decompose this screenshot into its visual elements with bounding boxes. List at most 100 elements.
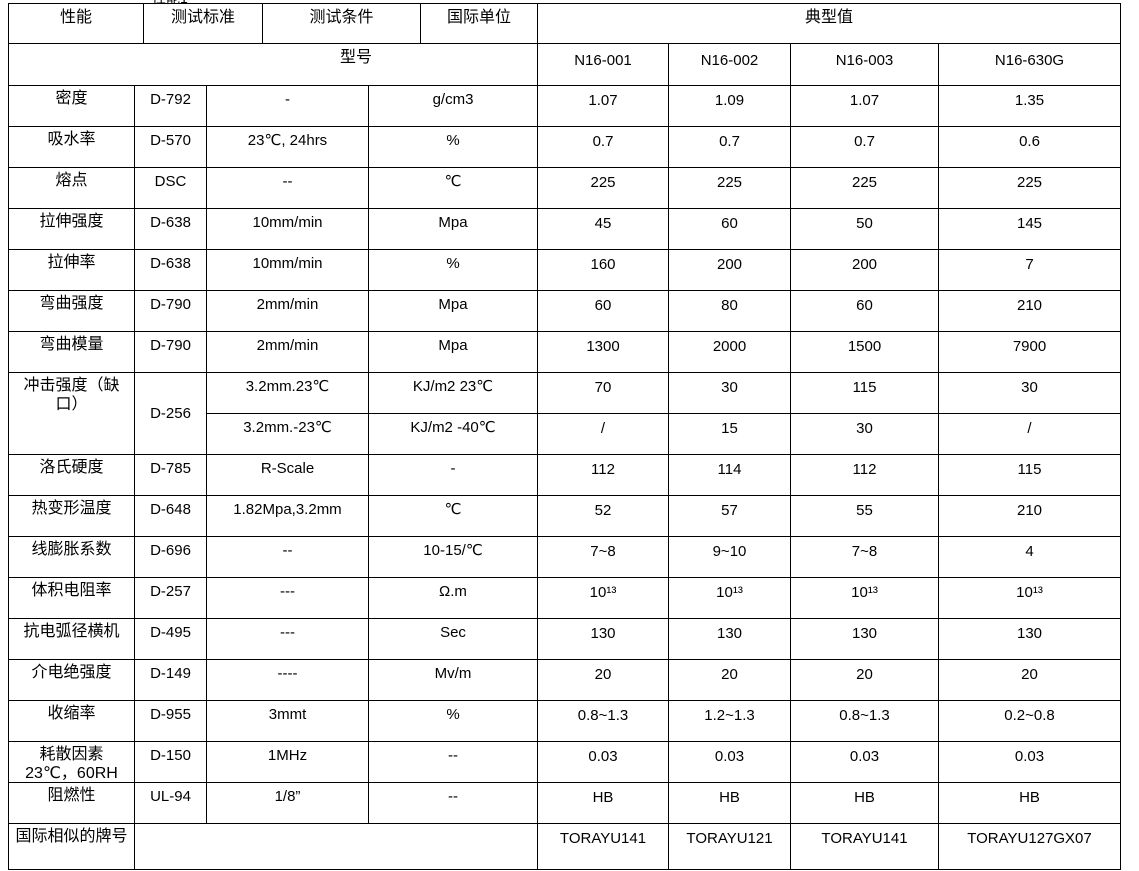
value-cell: 1.07 — [538, 86, 669, 127]
value-cell: 0.7 — [538, 127, 669, 168]
test-standard-cell: D-570 — [135, 127, 207, 168]
value-cell: 10¹³ — [939, 578, 1121, 619]
value-cell: TORAYU127GX07 — [939, 824, 1121, 870]
value-cell: 112 — [538, 455, 669, 496]
value-cell: 0.7 — [669, 127, 791, 168]
test-standard-cell: D-792 — [135, 86, 207, 127]
unit-cell: % — [369, 701, 538, 742]
value-cell: 0.03 — [939, 742, 1121, 783]
unit-cell: -- — [369, 783, 538, 824]
test-standard-cell: D-785 — [135, 455, 207, 496]
test-condition-cell: 3mmt — [207, 701, 369, 742]
value-cell: 10¹³ — [538, 578, 669, 619]
row-label-cell: 弯曲强度 — [9, 291, 135, 332]
test-condition-cell: 3.2mm.-23℃ — [207, 414, 369, 455]
unit-cell: % — [369, 127, 538, 168]
value-cell: 57 — [669, 496, 791, 537]
value-cell: 2000 — [669, 332, 791, 373]
test-condition-cell: - — [207, 86, 369, 127]
unit-cell: ℃ — [369, 168, 538, 209]
value-cell: 9~10 — [669, 537, 791, 578]
test-standard-cell: D-150 — [135, 742, 207, 783]
value-cell: / — [538, 414, 669, 455]
unit-cell: -- — [369, 742, 538, 783]
value-cell: 30 — [791, 414, 939, 455]
row-label-cell: 国际相似的牌号 — [9, 824, 135, 870]
value-cell: 1.09 — [669, 86, 791, 127]
test-condition-cell: -- — [207, 537, 369, 578]
unit-cell: g/cm3 — [369, 86, 538, 127]
unit-cell: Ω.m — [369, 578, 538, 619]
test-standard-cell: D-638 — [135, 209, 207, 250]
value-cell: 145 — [939, 209, 1121, 250]
value-cell: 70 — [538, 373, 669, 414]
unit-cell: KJ/m2 -40℃ — [369, 414, 538, 455]
unit-cell: % — [369, 250, 538, 291]
value-cell: 30 — [939, 373, 1121, 414]
value-cell: 52 — [538, 496, 669, 537]
unit-cell: KJ/m2 23℃ — [369, 373, 538, 414]
test-standard-cell: D-648 — [135, 496, 207, 537]
value-cell: 60 — [791, 291, 939, 332]
value-cell: HB — [791, 783, 939, 824]
test-standard-cell: D-955 — [135, 701, 207, 742]
value-cell: 0.2~0.8 — [939, 701, 1121, 742]
row-label-cell: 体积电阻率 — [9, 578, 135, 619]
test-condition-cell: 3.2mm.23℃ — [207, 373, 369, 414]
value-cell: 115 — [939, 455, 1121, 496]
value-cell: 0.8~1.3 — [791, 701, 939, 742]
model-row-merged-cell: 型号 — [9, 44, 538, 86]
value-cell: 0.03 — [538, 742, 669, 783]
value-cell: 225 — [669, 168, 791, 209]
value-cell: HB — [939, 783, 1121, 824]
row-label-cell: 收缩率 — [9, 701, 135, 742]
model-name-cell: N16-002 — [669, 44, 791, 86]
value-cell: 1500 — [791, 332, 939, 373]
row-label-cell: 热变形温度 — [9, 496, 135, 537]
row-label-cell: 熔点 — [9, 168, 135, 209]
value-cell: 15 — [669, 414, 791, 455]
test-standard-cell: D-790 — [135, 291, 207, 332]
model-name-cell: N16-630G — [939, 44, 1121, 86]
test-condition-cell: ---- — [207, 660, 369, 701]
clipped-caption-fragment: 性能1 — [152, 0, 204, 5]
test-standard-cell: D-149 — [135, 660, 207, 701]
unit-cell: - — [369, 455, 538, 496]
unit-cell: Mv/m — [369, 660, 538, 701]
test-condition-cell: --- — [207, 619, 369, 660]
unit-cell: Mpa — [369, 291, 538, 332]
unit-cell: Mpa — [369, 209, 538, 250]
row-label-cell: 抗电弧径横机 — [9, 619, 135, 660]
value-cell: 0.03 — [791, 742, 939, 783]
value-cell: 210 — [939, 291, 1121, 332]
value-cell: 7~8 — [791, 537, 939, 578]
row-label-cell: 拉伸强度 — [9, 209, 135, 250]
value-cell: 55 — [791, 496, 939, 537]
value-cell: TORAYU141 — [538, 824, 669, 870]
value-cell: 80 — [669, 291, 791, 332]
row-label-cell: 吸水率 — [9, 127, 135, 168]
value-cell: 1.35 — [939, 86, 1121, 127]
value-cell: 20 — [669, 660, 791, 701]
properties-table: 性能 测试标准 测试条件 国际单位 典型值 型号 N16-001 N16-002 N16-003… — [8, 3, 1121, 870]
test-standard-cell: D-257 — [135, 578, 207, 619]
row-label-cell: 密度 — [9, 86, 135, 127]
header-test-standard-cell: 测试标准 — [144, 4, 263, 44]
row-label-cell: 洛氏硬度 — [9, 455, 135, 496]
test-standard-cell: UL-94 — [135, 783, 207, 824]
model-name-cell: N16-001 — [538, 44, 669, 86]
test-standard-cell: D-256 — [135, 373, 207, 455]
value-cell: 210 — [939, 496, 1121, 537]
value-cell: HB — [538, 783, 669, 824]
row-label-cell: 线膨胀系数 — [9, 537, 135, 578]
value-cell: 1300 — [538, 332, 669, 373]
test-condition-cell: --- — [207, 578, 369, 619]
value-cell: 130 — [669, 619, 791, 660]
value-cell: 0.6 — [939, 127, 1121, 168]
test-condition-cell: 10mm/min — [207, 250, 369, 291]
unit-cell: Mpa — [369, 332, 538, 373]
header-typical-value-cell: 典型值 — [538, 4, 1121, 44]
value-cell: TORAYU141 — [791, 824, 939, 870]
value-cell: 7900 — [939, 332, 1121, 373]
value-cell: 200 — [791, 250, 939, 291]
